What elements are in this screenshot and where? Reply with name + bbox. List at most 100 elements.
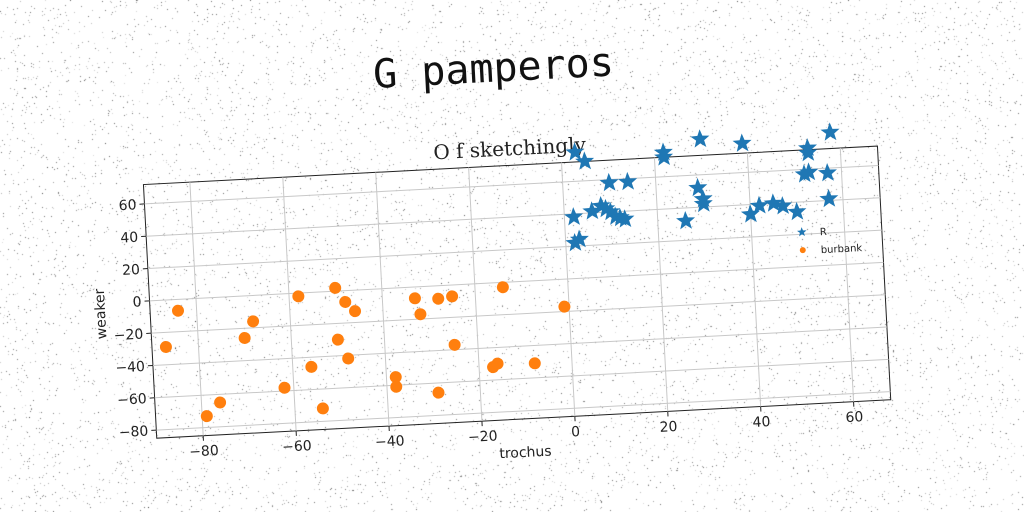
data-point-circle: [214, 396, 227, 409]
data-point-star: [599, 172, 619, 192]
data-point-star: [564, 207, 584, 226]
x-tick-label: −20: [468, 428, 498, 446]
data-point-star: [794, 164, 814, 183]
grid-line-y: [151, 294, 886, 334]
legend-marker-circle: [799, 247, 806, 254]
y-tick-label: 20: [122, 262, 141, 279]
y-tick-label: −60: [117, 391, 147, 409]
grid-line-y: [156, 391, 891, 431]
data-point-star: [615, 209, 635, 228]
series-1: [564, 122, 840, 252]
series-2: [159, 281, 571, 423]
data-point-circle: [349, 305, 362, 318]
y-tick-label: −20: [113, 327, 143, 345]
y-tick-label: −80: [118, 424, 148, 442]
data-point-star: [688, 177, 708, 197]
grid-line-x: [653, 157, 669, 412]
data-point-circle: [432, 386, 445, 399]
data-point-star: [798, 142, 818, 162]
data-point-circle: [331, 333, 344, 346]
data-point-star: [773, 196, 793, 215]
data-point-star: [749, 195, 769, 215]
y-tick-label: 0: [132, 294, 142, 310]
x-tick-label: −80: [189, 443, 219, 461]
data-point-circle: [432, 292, 445, 305]
data-point-circle: [278, 381, 291, 394]
data-point-circle: [414, 308, 427, 321]
x-tick-label: 20: [659, 419, 678, 436]
x-tick-label: −40: [375, 433, 405, 451]
data-point-star: [654, 147, 674, 166]
y-tick-label: −40: [115, 359, 145, 377]
grid-line-y: [149, 261, 884, 302]
data-point-star: [820, 122, 840, 141]
data-point-circle: [329, 281, 342, 294]
data-point-star: [732, 133, 752, 152]
data-point-circle: [496, 281, 509, 294]
data-point-circle: [247, 315, 260, 328]
data-point-star: [582, 201, 602, 220]
data-point-circle: [316, 402, 329, 415]
data-point-star: [693, 193, 713, 213]
y-axis-ticks: −80 −60 −40 −20 0 20 40 60: [113, 197, 157, 442]
data-point-star: [799, 162, 819, 181]
data-point-circle: [558, 300, 571, 313]
data-point-star: [690, 129, 710, 148]
data-point-star: [565, 142, 585, 161]
y-tick-label: 60: [118, 197, 137, 214]
x-axis-ticks: −80 −60 −40 −20 0 20 40 60: [189, 401, 864, 461]
data-point-circle: [408, 292, 421, 305]
y-axis-label: weaker: [92, 288, 111, 340]
data-point-star: [817, 163, 837, 182]
data-point-star: [618, 171, 638, 191]
data-point-star: [819, 188, 839, 208]
legend-marker-star: [797, 227, 807, 237]
data-point-circle: [305, 360, 318, 373]
data-point-circle: [159, 340, 172, 353]
grid-line-x: [189, 182, 204, 436]
data-point-star: [565, 232, 585, 252]
data-point-circle: [172, 304, 185, 317]
grid-line-x: [561, 162, 576, 417]
data-point-circle: [292, 290, 305, 303]
x-tick-label: 60: [845, 409, 864, 426]
data-point-star: [569, 229, 589, 248]
legend-label: R: [820, 227, 828, 238]
grid-line-x: [375, 172, 390, 427]
y-tick-label: 40: [120, 230, 139, 247]
plot-frame: [142, 145, 892, 439]
x-axis-label: trochus: [499, 444, 552, 463]
grid-lines: [144, 148, 891, 436]
plot-group: O f sketchingly −80 −60 −40 −20 0 20 40 60 −80−…: [92, 122, 892, 463]
grid-line-x: [282, 177, 297, 431]
legend-label: burbank: [821, 243, 863, 256]
data-point-circle: [238, 332, 251, 345]
data-point-circle: [491, 357, 504, 370]
x-tick-label: −60: [282, 438, 312, 456]
data-point-circle: [446, 290, 459, 303]
grid-line-y: [152, 326, 887, 366]
chart-subtitle: O f sketchingly: [433, 132, 587, 164]
grid-line-y: [154, 358, 889, 399]
data-point-circle: [528, 357, 541, 370]
data-point-star: [676, 210, 696, 230]
grid-line-x: [839, 148, 855, 402]
grid-line-x: [468, 167, 483, 422]
data-point-circle: [448, 338, 461, 351]
x-tick-label: 40: [752, 414, 771, 431]
grid-line-y: [147, 229, 882, 270]
data-point-circle: [200, 410, 213, 423]
data-point-circle: [342, 352, 355, 365]
data-point-circle: [390, 380, 403, 393]
x-tick-label: 0: [571, 424, 581, 440]
grid-line-x: [746, 152, 762, 407]
data-point-circle: [339, 295, 352, 308]
data-points: [159, 122, 840, 423]
data-point-star: [740, 204, 760, 223]
data-point-star: [763, 193, 783, 212]
data-point-circle: [389, 371, 402, 384]
grid-line-y: [144, 164, 879, 205]
